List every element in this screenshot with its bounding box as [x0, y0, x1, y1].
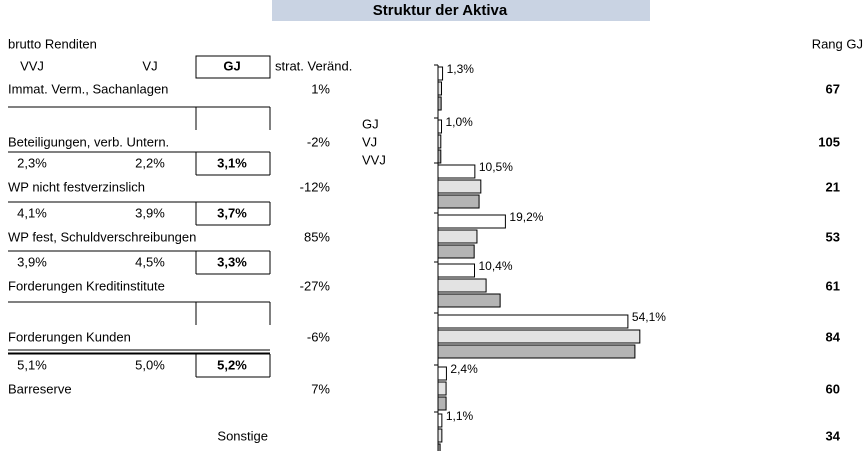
- rank-header: Rang GJ: [812, 36, 863, 51]
- return-value: 3,1%: [217, 155, 247, 170]
- legend-label: VVJ: [362, 152, 386, 167]
- strat-change: 85%: [304, 229, 330, 244]
- bar: [437, 396, 447, 411]
- row-label: Forderungen Kreditinstitute: [8, 278, 165, 293]
- column-header: GJ: [223, 58, 240, 73]
- bar: [437, 381, 447, 396]
- bar-label: 2,4%: [450, 362, 478, 376]
- row-label: Beteiligungen, verb. Untern.: [8, 134, 169, 149]
- rank: 60: [826, 381, 840, 396]
- bar: [437, 293, 501, 308]
- bar: [437, 366, 447, 381]
- bar: [437, 119, 443, 134]
- return-value: 5,0%: [135, 357, 165, 372]
- title: Struktur der Aktiva: [373, 2, 508, 19]
- strat-change: 1%: [311, 81, 330, 96]
- column-header: strat. Veränd.: [275, 58, 352, 73]
- bar: [437, 278, 487, 293]
- row-label: Sonstige: [217, 428, 268, 443]
- bar: [437, 96, 442, 111]
- bar: [437, 66, 444, 81]
- return-value: 5,2%: [217, 357, 247, 372]
- bar: [437, 344, 636, 359]
- return-value: 4,5%: [135, 254, 165, 269]
- bar: [437, 314, 629, 329]
- bar-label: 54,1%: [632, 310, 666, 324]
- bar: [437, 81, 443, 96]
- bar: [437, 229, 478, 244]
- bar-label: 1,3%: [447, 62, 475, 76]
- bar: [437, 263, 476, 278]
- legend-label: GJ: [362, 116, 379, 131]
- strat-change: -27%: [300, 278, 331, 293]
- rank: 34: [826, 428, 841, 443]
- bar: [437, 443, 441, 451]
- rank: 53: [826, 229, 840, 244]
- rank: 105: [818, 134, 840, 149]
- column-header: VJ: [142, 58, 157, 73]
- bar-label: 1,1%: [446, 409, 474, 423]
- return-value: 2,2%: [135, 155, 165, 170]
- return-value: 5,1%: [17, 357, 47, 372]
- bar: [437, 194, 480, 209]
- return-value: 3,3%: [217, 254, 247, 269]
- return-value: 4,1%: [17, 205, 47, 220]
- bar-label: 19,2%: [509, 210, 543, 224]
- row-label: WP fest, Schuldverschreibungen: [8, 229, 196, 244]
- row-label: WP nicht festverzinslich: [8, 179, 145, 194]
- bar: [437, 428, 443, 443]
- bar: [437, 214, 506, 229]
- bar: [437, 134, 442, 149]
- strat-change: 7%: [311, 381, 330, 396]
- legend-label: VJ: [362, 134, 377, 149]
- bar: [437, 329, 641, 344]
- row-label: Forderungen Kunden: [8, 329, 131, 344]
- strat-change: -2%: [307, 134, 331, 149]
- gj-header-box: [195, 55, 271, 79]
- bar-label: 10,4%: [479, 259, 513, 273]
- bar: [437, 149, 442, 164]
- bar: [437, 179, 482, 194]
- rank: 84: [826, 329, 841, 344]
- bar: [437, 164, 476, 179]
- return-value: 3,7%: [217, 205, 247, 220]
- rank: 61: [826, 278, 840, 293]
- bar: [437, 244, 475, 259]
- strat-change: -6%: [307, 329, 331, 344]
- rank: 67: [826, 81, 840, 96]
- bar-label: 1,0%: [446, 115, 474, 129]
- subtitle: brutto Renditen: [8, 36, 97, 51]
- column-header: VVJ: [20, 58, 44, 73]
- row-label: Barreserve: [8, 381, 72, 396]
- rank: 21: [826, 179, 840, 194]
- return-value: 3,9%: [135, 205, 165, 220]
- title-band: [272, 0, 650, 21]
- strat-change: -12%: [300, 179, 331, 194]
- bar: [437, 413, 443, 428]
- return-value: 2,3%: [17, 155, 47, 170]
- return-value: 3,9%: [17, 254, 47, 269]
- bar-label: 10,5%: [479, 160, 513, 174]
- row-label: Immat. Verm., Sachanlagen: [8, 81, 168, 96]
